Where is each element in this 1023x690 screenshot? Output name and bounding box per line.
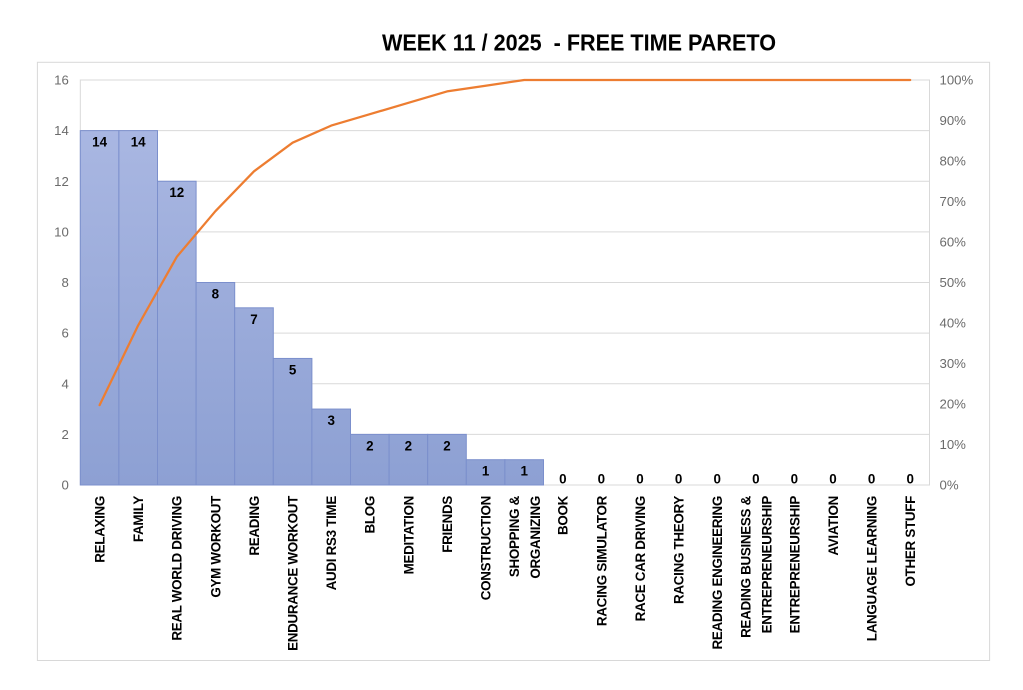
svg-text:0: 0: [598, 472, 605, 487]
svg-text:MEDITATION: MEDITATION: [401, 496, 416, 574]
svg-text:50%: 50%: [940, 275, 967, 290]
svg-text:FRIENDS: FRIENDS: [440, 496, 455, 553]
svg-text:0: 0: [829, 472, 836, 487]
svg-text:16: 16: [54, 73, 69, 88]
svg-text:14: 14: [92, 135, 107, 150]
svg-text:BLOG: BLOG: [363, 496, 378, 533]
svg-text:ORGANIZING: ORGANIZING: [528, 496, 543, 579]
svg-text:12: 12: [54, 174, 69, 189]
svg-text:READING BUSINESS &: READING BUSINESS &: [739, 495, 754, 638]
svg-text:READING: READING: [247, 496, 262, 556]
svg-text:0: 0: [713, 472, 720, 487]
svg-text:REAL WORLD DRIVING: REAL WORLD DRIVING: [170, 496, 185, 641]
svg-text:12: 12: [169, 185, 184, 200]
svg-text:0: 0: [791, 472, 798, 487]
svg-text:RACE CAR DRIVING: RACE CAR DRIVING: [633, 496, 648, 621]
svg-text:ENTREPRENEURSHIP: ENTREPRENEURSHIP: [760, 496, 775, 634]
svg-text:FAMILY: FAMILY: [131, 496, 146, 542]
svg-text:20%: 20%: [940, 397, 967, 412]
svg-text:5: 5: [289, 362, 297, 377]
svg-text:0%: 0%: [940, 478, 959, 493]
svg-text:ENTREPRENEURSHIP: ENTREPRENEURSHIP: [787, 496, 802, 634]
svg-text:6: 6: [61, 326, 68, 341]
svg-text:OTHER STUFF: OTHER STUFF: [903, 496, 918, 587]
svg-text:0: 0: [906, 472, 913, 487]
svg-text:2: 2: [61, 427, 68, 442]
svg-text:80%: 80%: [940, 154, 967, 169]
svg-text:CONSTRUCTION: CONSTRUCTION: [479, 496, 494, 600]
svg-text:1: 1: [520, 464, 528, 479]
svg-text:AVIATION: AVIATION: [826, 496, 841, 556]
svg-text:0: 0: [868, 472, 875, 487]
svg-text:READING ENGINEERING: READING ENGINEERING: [710, 496, 725, 650]
svg-text:30%: 30%: [940, 356, 967, 371]
svg-text:10: 10: [54, 225, 69, 240]
svg-text:2: 2: [405, 438, 412, 453]
svg-text:0: 0: [636, 472, 643, 487]
svg-text:2: 2: [443, 438, 450, 453]
svg-text:WEEK 11 / 2025 - FREE TIME PA: WEEK 11 / 2025 - FREE TIME PARETO: [382, 30, 776, 56]
svg-text:40%: 40%: [940, 316, 967, 331]
svg-text:ENDURANCE WORKOUT: ENDURANCE WORKOUT: [286, 495, 301, 651]
svg-text:LANGUAGE LEARNING: LANGUAGE LEARNING: [865, 496, 880, 641]
svg-text:GYM WORKOUT: GYM WORKOUT: [208, 495, 223, 598]
svg-text:0: 0: [61, 478, 68, 493]
svg-text:RACING THEORY: RACING THEORY: [672, 496, 687, 604]
svg-text:8: 8: [212, 287, 220, 302]
svg-text:100%: 100%: [940, 73, 974, 88]
svg-text:3: 3: [327, 413, 334, 428]
svg-text:0: 0: [559, 472, 566, 487]
svg-text:RELAXING: RELAXING: [93, 496, 108, 563]
svg-text:4: 4: [61, 376, 68, 391]
svg-text:0: 0: [675, 472, 682, 487]
svg-text:AUDI RS3 TIME: AUDI RS3 TIME: [324, 496, 339, 591]
svg-text:70%: 70%: [940, 194, 967, 209]
svg-text:60%: 60%: [940, 235, 967, 250]
svg-text:RACING SIMULATOR: RACING SIMULATOR: [594, 495, 609, 626]
svg-text:7: 7: [250, 312, 257, 327]
svg-text:10%: 10%: [940, 437, 967, 452]
svg-text:0: 0: [752, 472, 759, 487]
svg-text:BOOK: BOOK: [556, 495, 571, 535]
svg-text:90%: 90%: [940, 113, 967, 128]
svg-text:8: 8: [61, 275, 68, 290]
svg-text:2: 2: [366, 438, 373, 453]
svg-text:1: 1: [482, 464, 490, 479]
svg-text:14: 14: [54, 123, 69, 138]
svg-text:14: 14: [131, 135, 146, 150]
svg-text:SHOPPING &: SHOPPING &: [507, 495, 522, 577]
